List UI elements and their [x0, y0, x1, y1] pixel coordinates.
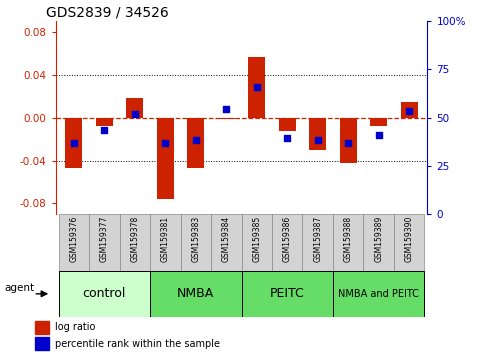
- Point: [344, 141, 352, 146]
- Text: GSM159386: GSM159386: [283, 216, 292, 262]
- Bar: [150, 271, 242, 317]
- Bar: [89, 214, 120, 271]
- Text: log ratio: log ratio: [55, 322, 96, 332]
- Bar: [340, 118, 356, 163]
- Bar: [211, 214, 242, 271]
- Text: agent: agent: [4, 283, 35, 293]
- Bar: [333, 214, 363, 271]
- Bar: [248, 57, 265, 118]
- Text: NMBA and PEITC: NMBA and PEITC: [338, 289, 419, 299]
- Bar: [150, 214, 181, 271]
- Text: GSM159378: GSM159378: [130, 216, 139, 262]
- Bar: [187, 118, 204, 168]
- Point: [192, 137, 199, 143]
- Bar: [218, 118, 235, 119]
- Bar: [242, 271, 333, 317]
- Bar: [309, 118, 326, 150]
- Bar: [370, 118, 387, 126]
- Bar: [394, 214, 425, 271]
- Bar: [401, 102, 417, 118]
- Text: GSM159384: GSM159384: [222, 216, 231, 262]
- Bar: [363, 214, 394, 271]
- Bar: [66, 118, 82, 168]
- Bar: [127, 98, 143, 118]
- Bar: [35, 337, 49, 350]
- Bar: [302, 214, 333, 271]
- Text: GSM159377: GSM159377: [100, 216, 109, 262]
- Point: [375, 132, 383, 138]
- Bar: [120, 214, 150, 271]
- Text: GSM159381: GSM159381: [161, 216, 170, 262]
- Text: percentile rank within the sample: percentile rank within the sample: [55, 339, 220, 349]
- Text: GSM159389: GSM159389: [374, 216, 383, 262]
- Bar: [181, 214, 211, 271]
- Text: GSM159383: GSM159383: [191, 216, 200, 262]
- Text: PEITC: PEITC: [270, 287, 305, 300]
- Bar: [157, 118, 174, 199]
- Point: [131, 112, 139, 117]
- Point: [70, 141, 78, 146]
- Bar: [58, 271, 150, 317]
- Point: [284, 136, 291, 141]
- Point: [161, 141, 169, 146]
- Text: NMBA: NMBA: [177, 287, 214, 300]
- Bar: [96, 118, 113, 126]
- Text: GSM159376: GSM159376: [70, 216, 78, 262]
- Point: [314, 137, 322, 143]
- Bar: [279, 118, 296, 131]
- Text: GDS2839 / 34526: GDS2839 / 34526: [46, 5, 169, 19]
- Text: GSM159388: GSM159388: [344, 216, 353, 262]
- Point: [405, 108, 413, 114]
- Bar: [58, 214, 89, 271]
- Bar: [333, 271, 425, 317]
- Bar: [272, 214, 302, 271]
- Text: GSM159385: GSM159385: [252, 216, 261, 262]
- Bar: [242, 214, 272, 271]
- Point: [222, 106, 230, 112]
- Bar: [35, 321, 49, 333]
- Point: [100, 127, 108, 132]
- Text: GSM159387: GSM159387: [313, 216, 322, 262]
- Point: [253, 84, 261, 90]
- Text: control: control: [83, 287, 126, 300]
- Text: GSM159390: GSM159390: [405, 216, 413, 262]
